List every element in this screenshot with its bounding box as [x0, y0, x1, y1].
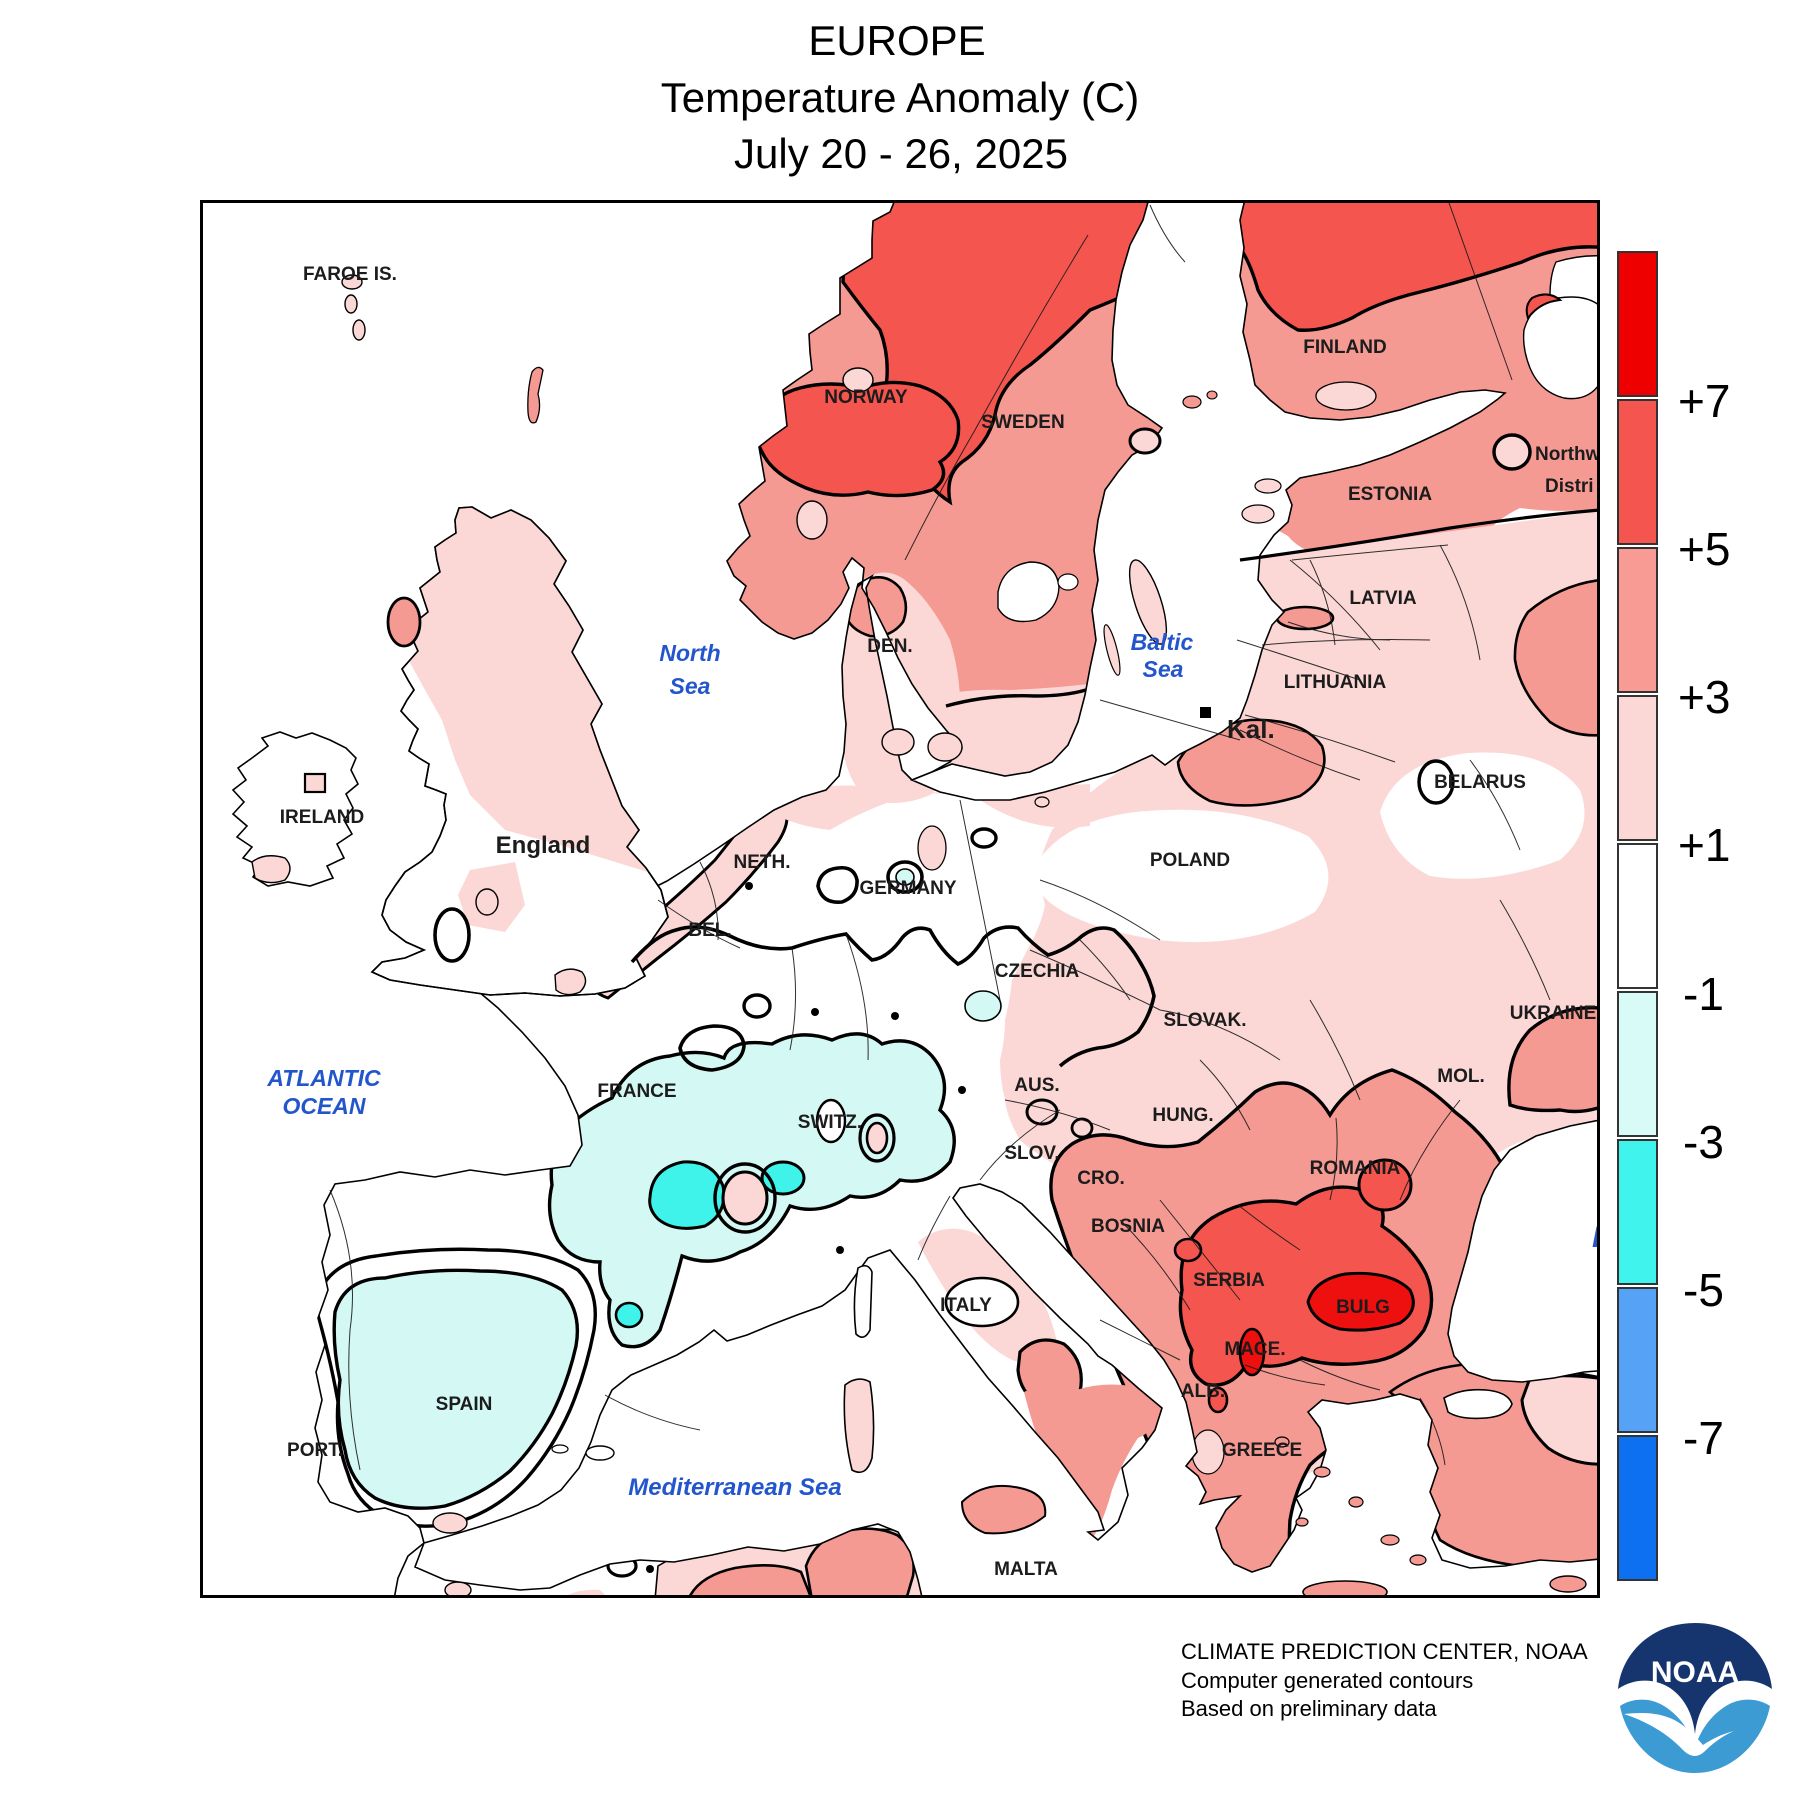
svg-text:LITHUANIA: LITHUANIA — [1284, 672, 1387, 693]
svg-text:Sea: Sea — [670, 673, 711, 699]
svg-text:BOSNIA: BOSNIA — [1091, 1216, 1165, 1237]
svg-text:ALB.: ALB. — [1181, 1381, 1225, 1402]
svg-text:SERBIA: SERBIA — [1193, 1270, 1265, 1291]
svg-text:England: England — [496, 832, 591, 859]
svg-text:HUNG.: HUNG. — [1152, 1105, 1213, 1126]
svg-text:North: North — [659, 640, 720, 666]
svg-text:ITALY: ITALY — [940, 1295, 992, 1316]
svg-text:MOL.: MOL. — [1437, 1066, 1485, 1087]
svg-text:NETH.: NETH. — [734, 852, 791, 873]
svg-text:Baltic: Baltic — [1131, 629, 1194, 655]
svg-text:July 20 - 26, 2025: July 20 - 26, 2025 — [734, 130, 1068, 177]
svg-text:+7: +7 — [1678, 375, 1730, 427]
svg-text:CRO.: CRO. — [1077, 1168, 1125, 1189]
svg-text:-1: -1 — [1683, 968, 1724, 1020]
svg-text:CLIMATE PREDICTION CENTER, NOA: CLIMATE PREDICTION CENTER, NOAA — [1181, 1639, 1588, 1664]
svg-text:-7: -7 — [1683, 1412, 1724, 1464]
svg-text:-5: -5 — [1683, 1264, 1724, 1316]
svg-text:BEL.: BEL. — [688, 920, 731, 941]
svg-text:ROMANIA: ROMANIA — [1310, 1158, 1401, 1179]
svg-text:SWITZ.: SWITZ. — [798, 1112, 862, 1133]
svg-text:BULG: BULG — [1336, 1297, 1390, 1318]
svg-text:B: B — [1592, 1221, 1614, 1254]
svg-text:+5: +5 — [1678, 523, 1730, 575]
svg-text:Mediterranean Sea: Mediterranean Sea — [628, 1474, 841, 1501]
svg-text:Sea: Sea — [1143, 656, 1184, 682]
svg-text:IRELAND: IRELAND — [280, 807, 364, 828]
svg-text:DEN.: DEN. — [867, 636, 912, 657]
svg-text:LATVIA: LATVIA — [1349, 588, 1416, 609]
svg-text:ESTONIA: ESTONIA — [1348, 484, 1432, 505]
svg-text:SPAIN: SPAIN — [436, 1394, 493, 1415]
svg-text:+3: +3 — [1678, 671, 1730, 723]
svg-text:SLOV.: SLOV. — [1004, 1143, 1059, 1164]
svg-text:BELARUS: BELARUS — [1434, 772, 1526, 793]
svg-text:Northw: Northw — [1535, 444, 1601, 465]
svg-text:GREECE: GREECE — [1222, 1440, 1302, 1461]
svg-text:Temperature Anomaly (C): Temperature Anomaly (C) — [661, 74, 1140, 121]
svg-text:FAROE IS.: FAROE IS. — [303, 264, 397, 285]
svg-text:FINLAND: FINLAND — [1303, 337, 1386, 358]
svg-text:+1: +1 — [1678, 819, 1730, 871]
svg-text:AUS.: AUS. — [1014, 1075, 1059, 1096]
svg-text:EUROPE: EUROPE — [808, 17, 985, 64]
svg-text:MALTA: MALTA — [994, 1559, 1058, 1580]
svg-text:Based on preliminary data: Based on preliminary data — [1181, 1696, 1437, 1721]
svg-text:UKRAINE: UKRAINE — [1510, 1003, 1597, 1024]
svg-text:NOAA: NOAA — [1651, 1656, 1739, 1689]
svg-text:ATLANTIC: ATLANTIC — [266, 1065, 381, 1091]
svg-text:NORWAY: NORWAY — [824, 387, 908, 408]
svg-text:Computer generated contours: Computer generated contours — [1181, 1668, 1473, 1693]
svg-text:SWEDEN: SWEDEN — [981, 412, 1064, 433]
svg-text:POLAND: POLAND — [1150, 850, 1230, 871]
svg-text:MACE.: MACE. — [1224, 1339, 1285, 1360]
svg-text:GERMANY: GERMANY — [859, 878, 956, 899]
svg-text:FRANCE: FRANCE — [597, 1081, 676, 1102]
svg-text:Kal.: Kal. — [1227, 714, 1275, 744]
svg-text:SLOVAK.: SLOVAK. — [1163, 1010, 1246, 1031]
svg-text:PORT.: PORT. — [287, 1440, 343, 1461]
svg-text:CZECHIA: CZECHIA — [995, 961, 1080, 982]
svg-text:-3: -3 — [1683, 1116, 1724, 1168]
svg-text:Distri: Distri — [1545, 476, 1594, 497]
svg-text:OCEAN: OCEAN — [282, 1093, 365, 1119]
